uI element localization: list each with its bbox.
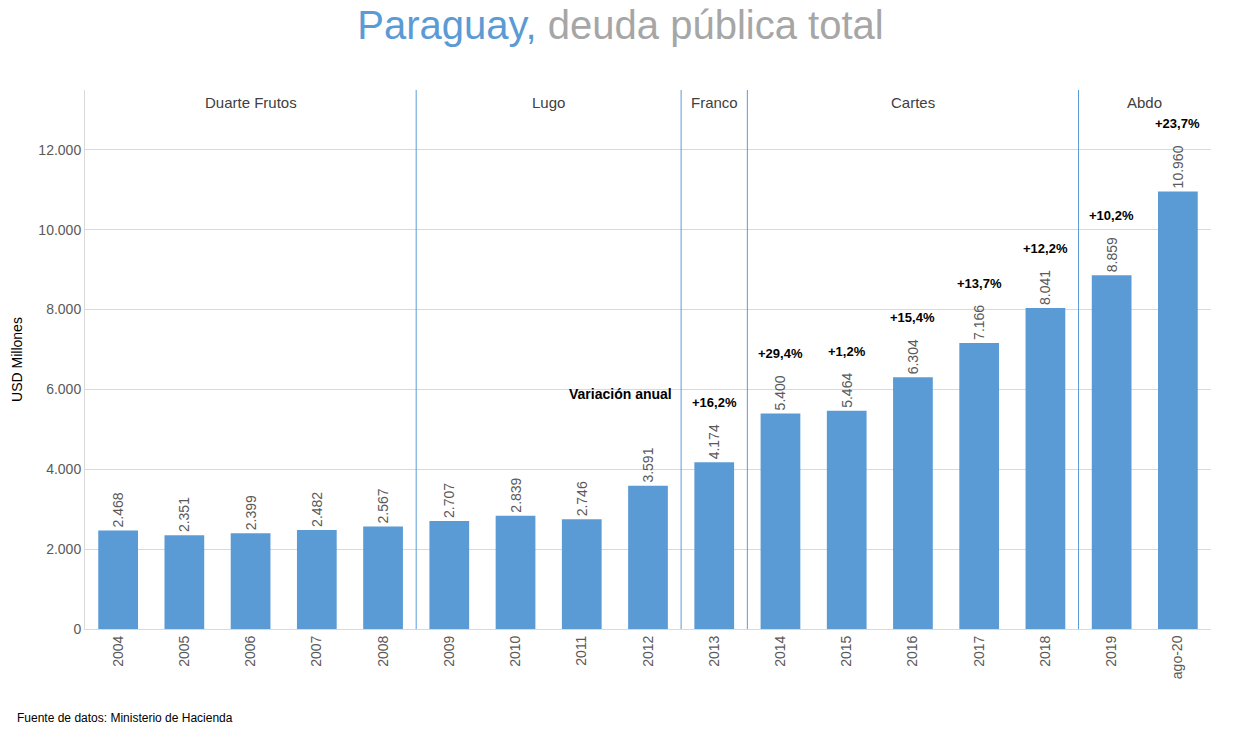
svg-text:+10,2%: +10,2% [1089,208,1134,223]
svg-text:12.000: 12.000 [38,142,81,158]
svg-text:10.000: 10.000 [38,222,81,238]
svg-text:2010: 2010 [507,635,523,666]
svg-text:+12,2%: +12,2% [1023,241,1068,256]
svg-text:+15,4%: +15,4% [890,310,935,325]
svg-text:2009: 2009 [441,635,457,666]
svg-text:2011: 2011 [573,635,589,665]
svg-text:2004: 2004 [110,635,126,666]
svg-text:Lugo: Lugo [532,94,565,111]
svg-text:+16,2%: +16,2% [692,395,737,410]
svg-text:10.960: 10.960 [1170,145,1186,188]
svg-text:2.351: 2.351 [176,497,192,532]
svg-text:0: 0 [73,621,81,637]
svg-text:ago-20: ago-20 [1169,635,1185,679]
svg-text:6.000: 6.000 [46,381,81,397]
svg-text:2007: 2007 [308,635,324,666]
svg-text:2019: 2019 [1103,635,1119,666]
svg-text:2.399: 2.399 [243,495,259,530]
svg-text:2005: 2005 [176,635,192,666]
svg-text:2017: 2017 [971,635,987,666]
svg-text:2013: 2013 [706,635,722,666]
svg-text:+1,2%: +1,2% [828,344,866,359]
svg-text:+13,7%: +13,7% [957,276,1002,291]
svg-text:Duarte Frutos: Duarte Frutos [205,94,297,111]
svg-text:2.000: 2.000 [46,541,81,557]
svg-text:2014: 2014 [772,635,788,666]
svg-text:3.591: 3.591 [640,447,656,482]
svg-text:5.400: 5.400 [772,375,788,410]
svg-text:Franco: Franco [691,94,738,111]
svg-text:Variación anual: Variación anual [569,386,672,402]
svg-text:2018: 2018 [1037,635,1053,666]
svg-text:8.041: 8.041 [1037,270,1053,305]
svg-text:Fuente de datos: Ministerio de: Fuente de datos: Ministerio de Hacienda [17,711,233,725]
svg-text:6.304: 6.304 [905,339,921,374]
svg-text:5.464: 5.464 [839,373,855,408]
svg-text:2.707: 2.707 [441,483,457,518]
svg-text:USD Millones: USD Millones [9,317,25,402]
svg-text:Paraguay, deuda pública total: Paraguay, deuda pública total [357,3,883,47]
svg-text:2.839: 2.839 [508,477,524,512]
svg-text:2.746: 2.746 [574,481,590,516]
svg-text:2.468: 2.468 [110,492,126,527]
svg-text:4.000: 4.000 [46,461,81,477]
svg-text:2006: 2006 [242,635,258,666]
svg-text:2008: 2008 [375,635,391,666]
svg-text:2.567: 2.567 [375,488,391,523]
svg-text:Cartes: Cartes [891,94,935,111]
svg-text:8.000: 8.000 [46,301,81,317]
svg-text:8.859: 8.859 [1104,237,1120,272]
svg-text:+23,7%: +23,7% [1155,116,1200,131]
svg-text:+29,4%: +29,4% [758,346,803,361]
svg-text:7.166: 7.166 [971,305,987,340]
svg-text:Abdo: Abdo [1127,94,1162,111]
svg-text:2012: 2012 [640,635,656,666]
svg-text:2.482: 2.482 [309,492,325,527]
svg-text:2016: 2016 [904,635,920,666]
svg-text:2015: 2015 [838,635,854,666]
svg-text:4.174: 4.174 [706,424,722,459]
